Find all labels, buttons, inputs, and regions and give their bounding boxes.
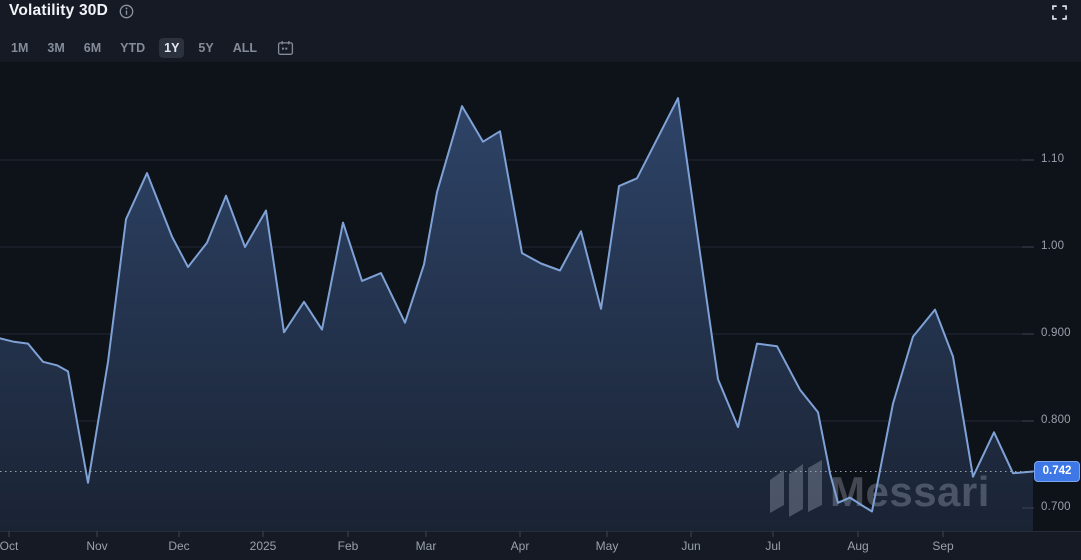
expand-icon[interactable] [1052, 5, 1067, 20]
range-button-3m[interactable]: 3M [47, 41, 65, 55]
info-icon[interactable] [119, 4, 134, 19]
range-button-1m[interactable]: 1M [11, 41, 29, 55]
range-button-5y[interactable]: 5Y [198, 41, 214, 55]
messari-logo-bar [808, 460, 822, 512]
chart-title: Volatility 30D [9, 2, 108, 19]
calendar-icon[interactable] [277, 40, 294, 56]
volatility-line [0, 97, 1034, 513]
messari-logo-bar [770, 470, 784, 513]
range-toolbar: 1M 3M 6M YTD 1Y 5Y ALL [6, 37, 294, 59]
watermark-text: Messari [830, 468, 990, 515]
range-button-all[interactable]: ALL [232, 41, 258, 55]
messari-logo-bar [789, 464, 803, 517]
area-fill [0, 98, 1033, 531]
messari-watermark: Messari [770, 460, 990, 517]
range-button-1y[interactable]: 1Y [159, 38, 185, 58]
range-button-6m[interactable]: 6M [83, 41, 102, 55]
range-button-ytd[interactable]: YTD [120, 41, 146, 55]
